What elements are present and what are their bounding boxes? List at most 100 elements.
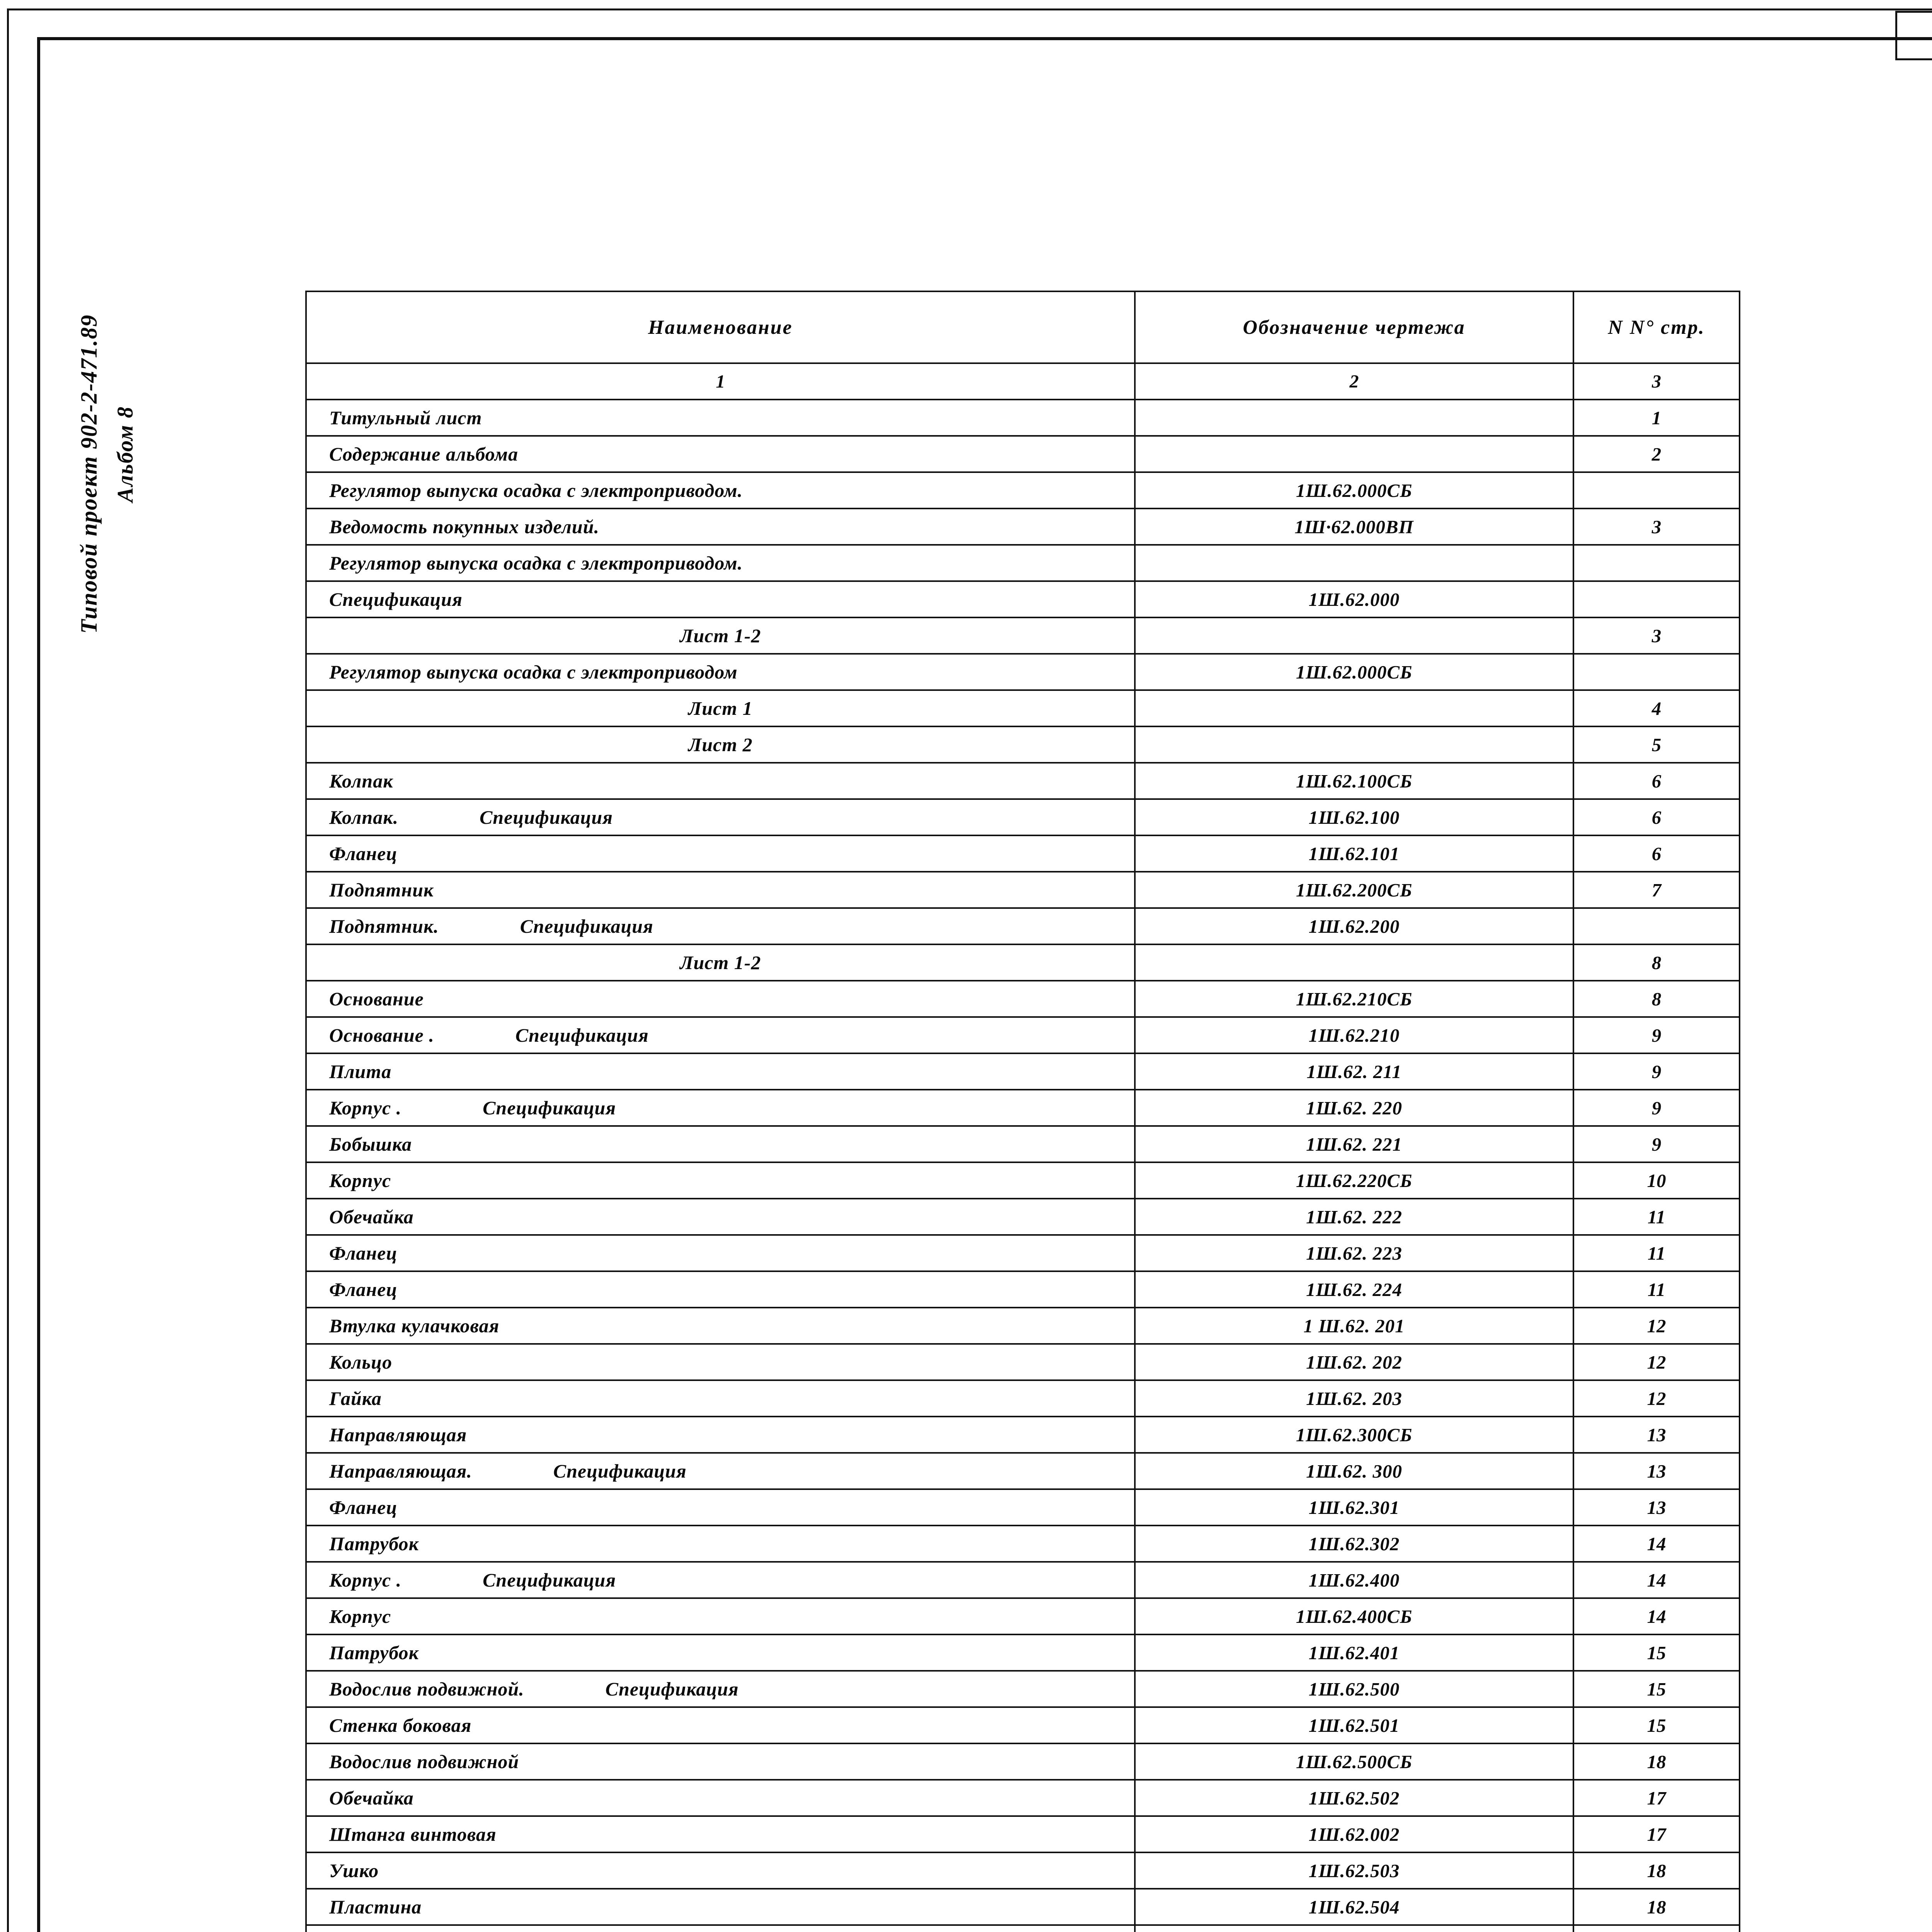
row-name-subtitle: Спецификация [483,1097,616,1119]
row-drawing-code [1134,689,1574,727]
table-row: Направляющая. Спецификация 1Ш.62. 300 13 [305,1452,1740,1490]
row-name: Лист 1 [305,689,1136,727]
row-drawing-code: 1Ш.62. 221 [1134,1125,1574,1163]
row-page-number: 18 [1573,1743,1740,1781]
header-page: N N° стр. [1573,291,1740,364]
row-name: Гайка [305,1379,1136,1417]
row-name-subtitle: Спецификация [483,1569,616,1591]
row-drawing-code: 1Ш.62.000 [1134,580,1574,618]
row-name: Титульный лист [305,399,1136,437]
row-drawing-code: 1Ш.62.210СБ [1134,980,1574,1018]
row-name: Штанга винтовая [305,1815,1136,1853]
row-page-number: 14 [1573,1561,1740,1599]
table-row: Основание . Спецификация 1Ш.62.210 9 [305,1016,1740,1054]
row-name: Стенка боковая [305,1706,1136,1744]
row-name-subtitle: Спецификация [553,1460,687,1482]
table-row: Водослив подвижной 1Ш.62.500СБ 18 [305,1743,1740,1781]
row-name: Лист 1-2 [305,617,1136,655]
row-name: Корпус . Спецификация [305,1089,1136,1127]
page-number-box: 2 [1895,11,1932,60]
row-drawing-code: 1Ш.62.000СБ [1134,653,1574,691]
row-page-number: 1 [1573,399,1740,437]
table-row: Обечайка 1Ш.62. 222 11 [305,1198,1740,1236]
row-name: Регулятор выпуска осадка с электропривод… [305,653,1136,691]
row-drawing-code: 1Ш.62.000СБ [1134,471,1574,509]
table-row: Обечайка 1Ш.62.502 17 [305,1779,1740,1817]
row-drawing-code: 1Ш.62.002 [1134,1815,1574,1853]
row-drawing-code: 1Ш.62.500СБ [1134,1743,1574,1781]
row-page-number: 10 [1573,1162,1740,1199]
row-name: Обечайка [305,1198,1136,1236]
row-page-number: 17 [1573,1779,1740,1817]
row-drawing-code: 1Ш.62.501 [1134,1706,1574,1744]
row-name: Колпак. Спецификация [305,798,1136,836]
row-drawing-code: 1Ш.62. 300 [1134,1452,1574,1490]
row-name: Лист 1-2 [305,944,1136,981]
row-page-number: 12 [1573,1343,1740,1381]
row-page-number [1573,471,1740,509]
row-name: Спецификация [305,580,1136,618]
row-page-number [1573,653,1740,691]
table-row: Фланец 1Ш.62.101 6 [305,835,1740,872]
row-page-number: 18 [1573,1852,1740,1889]
row-name: Ушко [305,1852,1136,1889]
row-page-number: 13 [1573,1452,1740,1490]
table-row: Пластина 1Ш.62.504 18 [305,1888,1740,1926]
table-row: Корпус . Спецификация 1Ш.62. 220 9 [305,1089,1740,1127]
row-drawing-code: 1 Ш.62. 201 [1134,1307,1574,1345]
row-page-number [1573,907,1740,945]
contents-table: Наименование Обозначение чертежа N N° ст… [305,291,1740,1932]
row-name: Фланец [305,1270,1136,1308]
table-row: Фланец 1Ш.62. 223 11 [305,1234,1740,1272]
row-drawing-code: 1Ш.62.301 [1134,1488,1574,1526]
row-drawing-code: 1Ш.62.400СБ [1134,1597,1574,1635]
row-drawing-code: 1Ш.62.210 [1134,1016,1574,1054]
table-row: Патрубок 1Ш.62.401 15 [305,1634,1740,1672]
row-drawing-code: 1Ш.62.100СБ [1134,762,1574,800]
table-header-row: Наименование Обозначение чертежа N N° ст… [305,291,1740,364]
row-name: Обечайка [305,1779,1136,1817]
row-drawing-code: 1Ш.62.101 [1134,835,1574,872]
table-row: Лист 2 5 [305,726,1740,764]
row-page-number: 5 [1573,726,1740,764]
table-row: Спецификация 1Ш.62.000 [305,580,1740,618]
table-row: Лист 1-2 3 [305,617,1740,655]
row-name: Основание [305,980,1136,1018]
table-row: Фланец 1Ш.62.301 13 [305,1488,1740,1526]
table-row: Штанга винтовая 1Ш.62.002 17 [305,1815,1740,1853]
row-name: Фланец [305,835,1136,872]
table-row: Колпак. Спецификация 1Ш.62.100 6 [305,798,1740,836]
table-column-number-row: 1 2 3 [305,362,1740,400]
row-name: Втулка кулачковая [305,1307,1136,1345]
row-page-number: 7 [1573,871,1740,909]
row-page-number: 15 [1573,1706,1740,1744]
row-page-number: 13 [1573,1488,1740,1526]
colnum-3: 3 [1573,362,1740,400]
row-page-number: 11 [1573,1270,1740,1308]
row-page-number: 3 [1573,617,1740,655]
row-name: Корпус [305,1597,1136,1635]
row-drawing-code: 1Ш·62.000ВП [1134,508,1574,546]
table-row: Стенка боковая 1Ш.62.501 15 [305,1706,1740,1744]
project-code-label: Типовой проект 902-2-471.89 [76,314,102,634]
row-name: Фланец [305,1234,1136,1272]
row-name: Регулятор выпуска осадка с электропривод… [305,471,1136,509]
row-drawing-code: 1Ш.62. 224 [1134,1270,1574,1308]
table-row: Лист 1-2 8 [305,944,1740,981]
row-drawing-code [1134,944,1574,981]
inner-drawing-frame [37,37,1932,1932]
row-drawing-code: 1Ш.62.400 [1134,1561,1574,1599]
row-page-number: 3 [1573,508,1740,546]
row-drawing-code: 1Ш.62.401 [1134,1634,1574,1672]
album-label: Альбом 8 [112,406,138,502]
table-row: Ушко 1Ш.62.503 18 [305,1852,1740,1889]
row-drawing-code [1134,617,1574,655]
table-row: Порог1Ш.62. 50518 [305,1924,1740,1932]
row-name-subtitle: Спецификация [520,915,653,937]
row-page-number: 9 [1573,1016,1740,1054]
row-name-subtitle: Спецификация [480,806,613,828]
table-row: Корпус 1Ш.62.220СБ 10 [305,1162,1740,1199]
row-drawing-code: 1Ш.62.502 [1134,1779,1574,1817]
row-page-number: 12 [1573,1307,1740,1345]
row-page-number [1573,580,1740,618]
